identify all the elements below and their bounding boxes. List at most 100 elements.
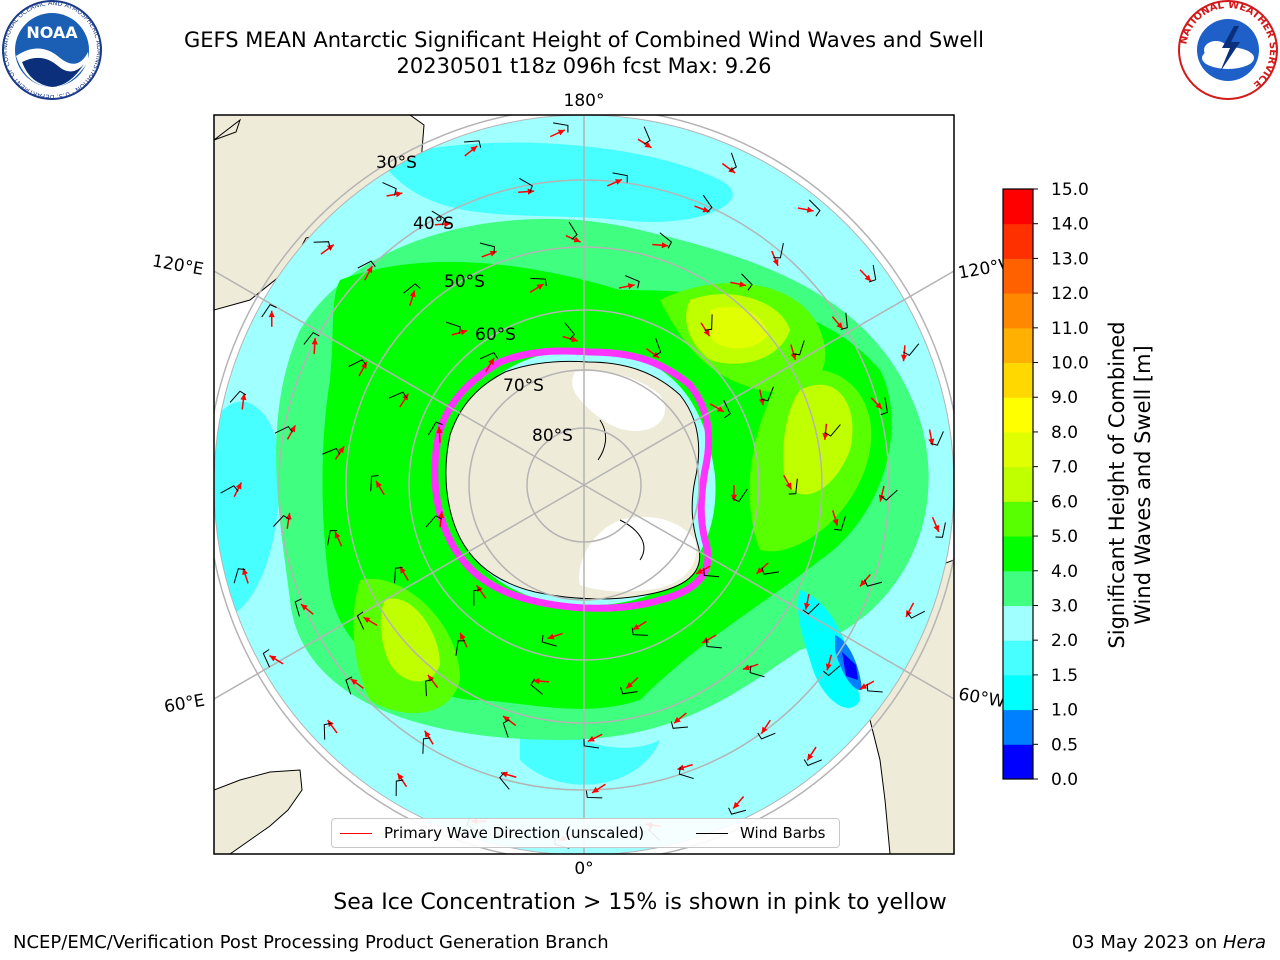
wind-barb — [313, 241, 331, 249]
colorbar-tick-label: 0.0 — [1051, 770, 1078, 790]
footer-host: Hera — [1222, 932, 1266, 953]
wave-arrow-head — [733, 801, 740, 809]
colorbar-swatch — [1003, 189, 1033, 225]
wave-arrow-head — [626, 681, 633, 689]
wind-barb — [303, 331, 320, 345]
wave-arrow-head — [269, 655, 277, 662]
wind-barb — [880, 489, 898, 501]
colorbar-tick-label: 13.0 — [1051, 249, 1089, 269]
wave-arrow-head — [424, 730, 431, 738]
wave-arrow-head — [436, 426, 443, 434]
legend-barb-line — [696, 832, 728, 834]
wind-barb — [322, 447, 341, 455]
wind-barb — [654, 337, 662, 357]
wind-barb — [261, 304, 277, 318]
wave-arrow-head — [836, 322, 843, 329]
wind-barb — [274, 425, 293, 434]
wave-arrow-head — [696, 568, 704, 574]
wave-arrow-head — [859, 579, 867, 587]
colorbar-tick-label: 5.0 — [1051, 527, 1078, 547]
wind-barb — [273, 514, 290, 527]
wave-arrow-head — [311, 338, 318, 345]
wave-arrow-head — [268, 310, 275, 318]
wind-barb — [749, 665, 765, 678]
wave-arrow-head — [488, 357, 495, 365]
wind-barb — [382, 182, 397, 196]
wind-barb — [732, 488, 748, 503]
colorbar-tick-label: 8.0 — [1051, 423, 1078, 443]
wave-arrow-head — [536, 284, 544, 290]
colorbar-swatch — [1003, 431, 1033, 468]
colorbar-swatch — [1003, 536, 1033, 572]
legend-wave-label: Primary Wave Direction (unscaled) — [384, 824, 645, 842]
wave-arrow-head — [235, 482, 242, 490]
wind-barb — [659, 232, 673, 249]
wind-barb — [803, 759, 822, 767]
colorbar-swatch — [1003, 258, 1033, 294]
wave-arrow-head — [822, 433, 829, 440]
wave-arrow-head — [615, 179, 623, 185]
wave-arrow-head — [571, 336, 578, 343]
wave-arrow-head — [363, 617, 371, 624]
colorbar-swatch — [1003, 223, 1033, 259]
wind-barb — [479, 242, 496, 254]
wind-barb — [866, 683, 883, 693]
wind-barb — [702, 194, 713, 213]
wind-barb — [229, 390, 247, 403]
wave-arrow-head — [587, 735, 595, 742]
wind-barb — [233, 568, 246, 584]
wave-arrow-head — [901, 354, 908, 362]
wave-arrow-head — [489, 250, 497, 257]
wind-barb — [403, 283, 421, 294]
wave-arrow-head — [334, 531, 341, 539]
lat-label-40s: 40°S — [413, 214, 454, 234]
wave-arrow-head — [533, 678, 540, 685]
africa-land — [214, 769, 303, 854]
colorbar-swatch — [1003, 605, 1033, 641]
wind-barb — [395, 779, 404, 797]
wave-arrow-head — [470, 145, 478, 153]
colorbar-tick-label: 1.0 — [1051, 701, 1078, 721]
nws-logo: NATIONAL WEATHER SERVICE — [1178, 0, 1278, 100]
wave-arrow-head — [444, 221, 451, 228]
wind-barb — [479, 352, 499, 360]
wave-arrow-head — [878, 494, 885, 502]
wave-arrow-head — [366, 266, 373, 274]
wind-barb — [370, 475, 379, 492]
wind-barb — [583, 738, 600, 749]
colorbar: 0.0 0.5 1.0 1.5 2.0 3.0 4.0 5.0 6.0 7.0 8.0 9.0 10.0… — [1002, 180, 1089, 790]
wave-arrow-head — [376, 481, 382, 488]
wind-barb — [422, 737, 431, 754]
wind-barb — [585, 790, 603, 799]
colorbar-swatch — [1003, 501, 1033, 537]
wave-arrow-head — [460, 329, 468, 336]
colorbar-swatch — [1003, 466, 1033, 502]
wave-arrow-head — [242, 568, 248, 576]
colorbar-swatch — [1003, 674, 1033, 711]
colorbar-swatch — [1003, 397, 1033, 433]
wind-barb — [530, 277, 547, 287]
wind-barb — [864, 579, 883, 587]
colorbar-label-line2: Wind Waves and Swell [m] — [1131, 345, 1155, 625]
wind-barb — [427, 421, 443, 436]
wind-barb — [834, 515, 847, 531]
footer-credit: NCEP/EMC/Verification Post Processing Pr… — [13, 932, 609, 953]
wind-barb — [620, 687, 638, 695]
wind-barb — [788, 478, 798, 495]
wind-barb — [499, 772, 510, 790]
wave-arrow-head — [395, 191, 403, 198]
noaa-logo: NATIONAL OCEANIC AND ATMOSPHERIC ADMINIS… — [0, 0, 103, 100]
wave-arrow-head — [742, 664, 750, 671]
wave-arrow-head — [739, 281, 747, 288]
wind-barb — [880, 397, 888, 416]
wind-barb — [792, 340, 805, 356]
wind-barb — [868, 264, 877, 283]
colorbar-frame — [1002, 188, 1034, 780]
meridian-label-60w: 60°W — [957, 684, 1007, 712]
wind-barb — [323, 722, 332, 740]
wind-barb — [822, 665, 841, 677]
wind-barb — [703, 568, 720, 578]
footer-date: 03 May 2023 on Hera — [1072, 932, 1266, 953]
colorbar-tick-label: 12.0 — [1051, 284, 1089, 304]
